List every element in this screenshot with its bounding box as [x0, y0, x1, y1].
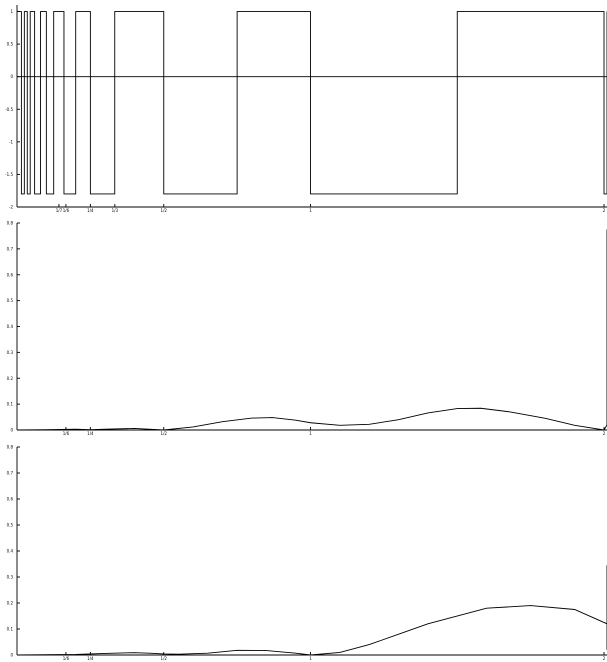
- chart-middle-curve: 0 0.1 0.2 0.3 0.4 0.5 0.6 0.7 0.8 1/6 1/4 1/2 1 2: [7, 221, 607, 436]
- x-tick-label: 1/6: [63, 656, 70, 661]
- chart-square-wave: 1 0.5 0 -0.5 -1 -1.5 -2 1/7 1/6 1/4 1/3 1/2 1 2: [5, 5, 607, 213]
- y-tick-label: 0.7: [7, 246, 14, 251]
- x-tick-label: 2: [603, 656, 606, 661]
- x-tick-label: 1/4: [87, 431, 94, 436]
- x-tick-label: 1: [309, 208, 312, 213]
- y-tick-label: 0.4: [7, 549, 14, 554]
- y-tick-label: 0.5: [7, 42, 14, 47]
- x-tick-label: 1/2: [161, 656, 168, 661]
- y-tick-label: 0.5: [7, 523, 14, 528]
- x-tick-label: 1/4: [87, 208, 94, 213]
- x-tick-label: 1/2: [161, 208, 168, 213]
- y-tick-label: -2: [9, 205, 13, 210]
- x-tick-label: 2: [603, 431, 606, 436]
- x-tick-label: 1: [309, 431, 312, 436]
- series-line: [16, 229, 607, 431]
- y-tick-label: 0.2: [7, 376, 14, 381]
- y-tick-label: -1.5: [5, 172, 13, 177]
- series-line: [17, 11, 607, 195]
- y-tick-label: 0.6: [7, 272, 14, 277]
- y-tick-label: 0.1: [7, 402, 14, 407]
- y-tick-label: -1: [9, 139, 13, 144]
- y-tick-label: -0.5: [5, 107, 13, 112]
- y-tick-label: 0: [10, 428, 13, 433]
- x-tick-label: 1/7: [56, 208, 63, 213]
- x-tick-label: 1/2: [161, 431, 168, 436]
- y-tick-label: 0.5: [7, 298, 14, 303]
- y-tick-label: 0.2: [7, 601, 14, 606]
- x-tick-label: 1/4: [87, 656, 94, 661]
- x-tick-label: 1/6: [63, 208, 70, 213]
- y-tick-label: 0.1: [7, 627, 14, 632]
- y-tick-label: 0.4: [7, 324, 14, 329]
- x-tick-label: 1: [309, 656, 312, 661]
- y-tick-label: 0.7: [7, 471, 14, 476]
- x-tick-label: 1/3: [112, 208, 119, 213]
- y-tick-label: 0.3: [7, 575, 14, 580]
- y-tick-label: 0.6: [7, 497, 14, 502]
- x-tick-label: 1/6: [63, 431, 70, 436]
- chart-bottom-curve: 0 0.1 0.2 0.3 0.4 0.5 0.6 0.7 0.8 1/6 1/4 1/2 1 2: [7, 445, 607, 661]
- y-tick-label: 0: [10, 653, 13, 658]
- y-tick-label: 0.3: [7, 350, 14, 355]
- y-tick-label: 0.8: [7, 445, 14, 450]
- y-tick-label: 0.8: [7, 221, 14, 226]
- y-tick-label: 0: [10, 74, 13, 79]
- y-tick-label: 1: [10, 9, 13, 14]
- series-line: [16, 565, 607, 656]
- x-tick-label: 2: [603, 208, 606, 213]
